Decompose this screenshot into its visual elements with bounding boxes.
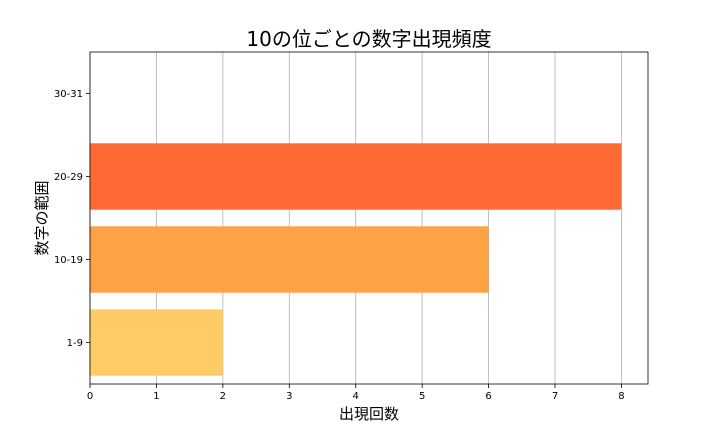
x-axis-label: 出現回数 [339, 405, 399, 423]
plot-frame [89, 51, 649, 385]
y-tick-label: 30-31 [54, 89, 83, 100]
grid-layer [89, 52, 622, 384]
x-tick-label: 6 [485, 391, 491, 402]
x-tick-label: 7 [552, 391, 558, 402]
bar-layer [90, 143, 622, 376]
x-tick-label: 2 [220, 391, 226, 402]
y-tick-label: 1-9 [67, 338, 83, 349]
tick-layer: 0 1 2 3 4 5 6 7 8 1-9 10-19 20-29 30-31 [54, 89, 625, 402]
x-tick-label: 8 [618, 391, 624, 402]
bar-20-29 [90, 143, 622, 210]
x-tick-label: 3 [286, 391, 292, 402]
chart-title: 10の位ごとの数字出現頻度 [246, 27, 491, 51]
x-tick-label: 1 [153, 391, 159, 402]
y-tick-label: 10-19 [54, 255, 83, 266]
x-tick-label: 4 [353, 391, 359, 402]
x-tick-label: 5 [419, 391, 425, 402]
x-tick-label: 0 [87, 391, 93, 402]
y-axis-label: 数字の範囲 [33, 180, 51, 255]
bar-1-9 [90, 309, 223, 376]
bar-10-19 [90, 226, 489, 293]
y-tick-label: 20-29 [54, 172, 83, 183]
